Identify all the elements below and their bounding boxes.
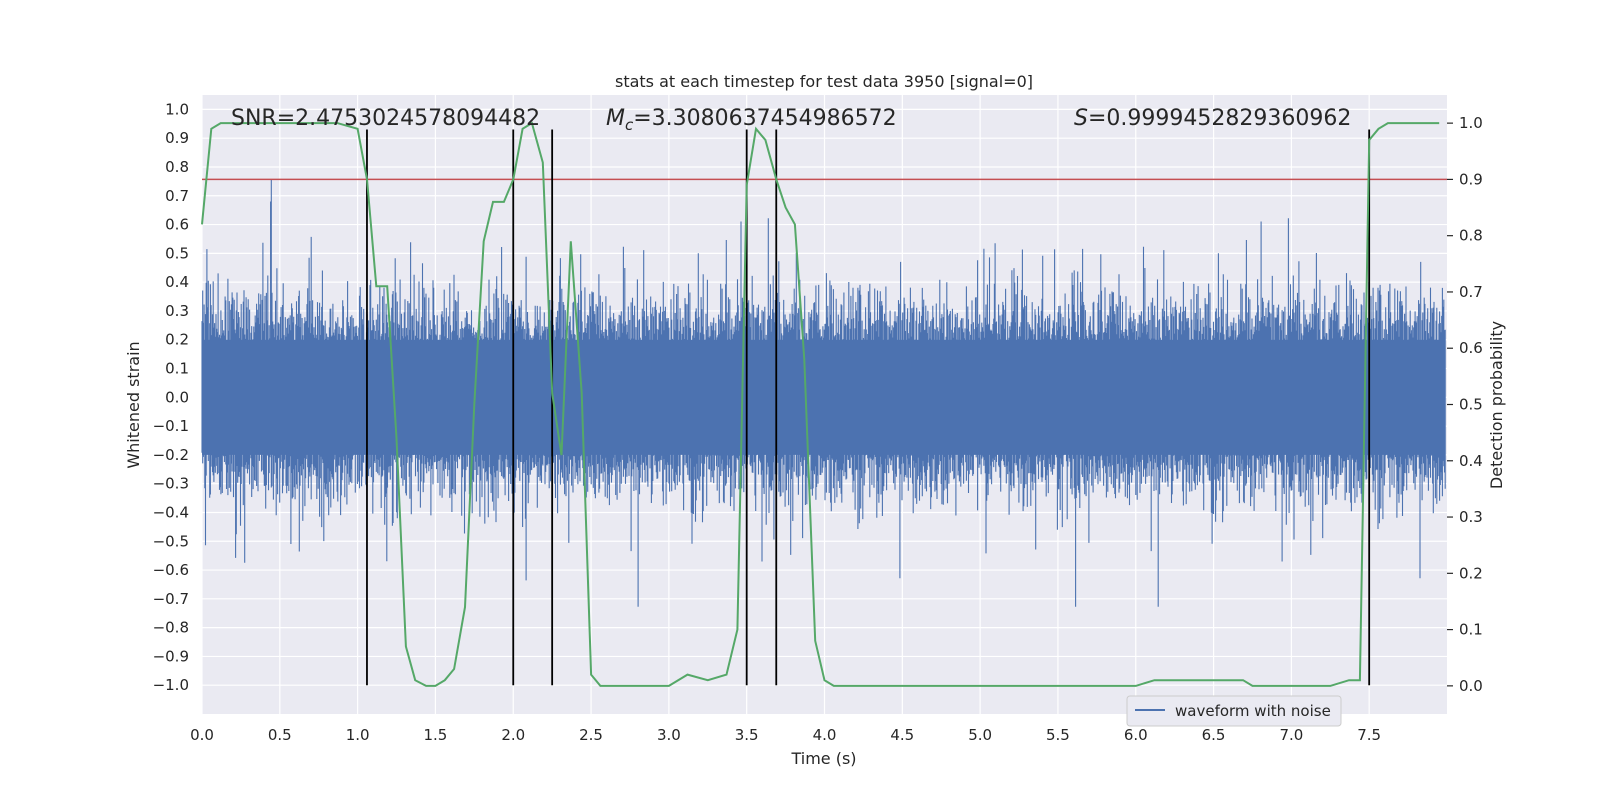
legend: waveform with noise: [1126, 695, 1342, 727]
s-value: =0.9999452829360962: [1088, 106, 1351, 131]
x-tick-label: 0.5: [268, 726, 292, 744]
y2-tick-label: 0.3: [1459, 508, 1483, 526]
x-tick-label: 6.5: [1202, 726, 1226, 744]
y2-tick-label: 1.0: [1459, 114, 1483, 132]
y2-tick-label: 0.9: [1459, 170, 1483, 188]
y2-tick-label: 0.8: [1459, 227, 1483, 245]
x-axis-label: Time (s): [790, 749, 856, 768]
y-tick-label: 0.9: [165, 129, 189, 147]
legend-label: waveform with noise: [1175, 702, 1331, 720]
x-tick-label: 4.5: [890, 726, 914, 744]
chirp-mass-symbol: M: [606, 106, 625, 131]
y-tick-label: 1.0: [165, 100, 189, 118]
y2-tick-label: 0.2: [1459, 564, 1483, 582]
y-tick-label: −0.1: [153, 417, 189, 435]
y-tick-label: −0.7: [153, 590, 189, 608]
x-tick-label: 1.5: [424, 726, 448, 744]
y-tick-label: 0.1: [165, 360, 189, 378]
x-tick-label: 3.0: [657, 726, 681, 744]
y-tick-label: 0.3: [165, 302, 189, 320]
y-tick-label: 0.8: [165, 158, 189, 176]
waveform-core: [202, 339, 1446, 455]
y-tick-label: −0.5: [153, 532, 189, 550]
x-tick-label: 5.0: [968, 726, 992, 744]
chirp-mass-annotation: Mc=3.3080637454986572: [606, 106, 897, 134]
y-tick-label: −0.9: [153, 647, 189, 665]
x-tick-label: 3.5: [735, 726, 759, 744]
y2-axis-ticks: 1.0 0.9 0.8 0.7 0.6 0.5 0.4 0.3 0.2 0.1 0.0: [1447, 114, 1483, 695]
x-tick-label: 1.0: [346, 726, 370, 744]
chirp-mass-value: =3.3080637454986572: [633, 106, 896, 131]
x-tick-label: 2.0: [501, 726, 525, 744]
vertical-marker-lines: [366, 129, 1371, 686]
x-axis-ticks: 0.0 0.5 1.0 1.5 2.0 2.5 3.0 3.5 4.0 4.5 5.0 5.5 6.0 6…: [190, 726, 1381, 744]
y-tick-label: 0.5: [165, 244, 189, 262]
y-tick-label: 0.7: [165, 187, 189, 205]
y-tick-label: −0.8: [153, 619, 189, 637]
s-symbol: S: [1074, 106, 1088, 131]
y-tick-label: −0.3: [153, 475, 189, 493]
x-tick-label: 5.5: [1046, 726, 1070, 744]
y-tick-label: 0.4: [165, 273, 189, 291]
y2-tick-label: 0.1: [1459, 621, 1483, 639]
chart-title: stats at each timestep for test data 395…: [615, 72, 1033, 91]
waveform-series: [201, 179, 1446, 607]
s-annotation: S=0.9999452829360962: [1074, 106, 1351, 131]
y2-tick-label: 0.4: [1459, 452, 1483, 470]
x-tick-label: 7.0: [1279, 726, 1303, 744]
detection-probability-line: [201, 121, 1440, 687]
y2-tick-label: 0.5: [1459, 396, 1483, 414]
x-tick-label: 2.5: [579, 726, 603, 744]
y-tick-label: −0.2: [153, 446, 189, 464]
chirp-mass-subscript: c: [625, 116, 634, 134]
y-tick-label: −0.6: [153, 561, 189, 579]
y-tick-label: 0.6: [165, 216, 189, 234]
y2-tick-label: 0.7: [1459, 283, 1483, 301]
y-tick-label: −0.4: [153, 503, 189, 521]
y-axis-label: Whitened strain: [124, 341, 143, 468]
x-tick-label: 0.0: [190, 726, 214, 744]
x-tick-label: 4.0: [813, 726, 837, 744]
y-tick-label: 0.0: [165, 388, 189, 406]
y-tick-label: −1.0: [153, 676, 189, 694]
snr-annotation: SNR=2.4753024578094482: [231, 106, 540, 131]
y2-axis-label: Detection probability: [1487, 321, 1506, 489]
y-axis-ticks: 1.0 0.9 0.8 0.7 0.6 0.5 0.4 0.3 0.2 0.1 0.0 −0.1 −0.…: [153, 100, 189, 694]
y2-tick-label: 0.6: [1459, 339, 1483, 357]
y2-tick-label: 0.0: [1459, 677, 1483, 695]
y-tick-label: 0.2: [165, 331, 189, 349]
legend-box: [1126, 695, 1342, 727]
x-tick-label: 7.5: [1357, 726, 1381, 744]
x-tick-label: 6.0: [1124, 726, 1148, 744]
